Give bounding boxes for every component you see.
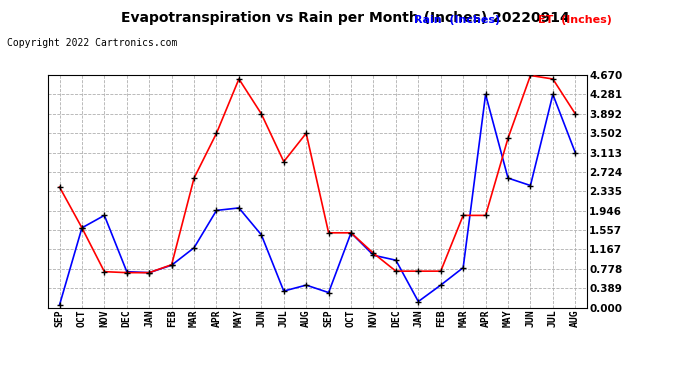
Rain  (Inches): [235, 206, 243, 210]
Rain  (Inches): [257, 232, 266, 237]
ET  (Inches): [482, 213, 490, 217]
ET  (Inches): [100, 269, 108, 274]
Rain  (Inches): [437, 283, 445, 287]
ET  (Inches): [55, 185, 63, 189]
Rain  (Inches): [78, 226, 86, 230]
Rain  (Inches): [145, 270, 153, 275]
Text: Copyright 2022 Cartronics.com: Copyright 2022 Cartronics.com: [7, 38, 177, 48]
ET  (Inches): [526, 73, 535, 78]
Rain  (Inches): [279, 289, 288, 293]
Rain  (Inches): [123, 269, 131, 274]
Rain  (Inches): [549, 92, 557, 97]
Rain  (Inches): [324, 290, 333, 295]
Rain  (Inches): [100, 213, 108, 217]
ET  (Inches): [347, 231, 355, 235]
ET  (Inches): [279, 159, 288, 164]
Rain  (Inches): [55, 303, 63, 307]
ET  (Inches): [392, 269, 400, 273]
Rain  (Inches): [482, 92, 490, 97]
Line: ET  (Inches): ET (Inches): [56, 72, 579, 276]
ET  (Inches): [257, 112, 266, 116]
ET  (Inches): [213, 131, 221, 135]
Rain  (Inches): [302, 283, 311, 287]
Rain  (Inches): [504, 176, 512, 180]
Rain  (Inches): [459, 266, 467, 270]
Text: ET  (Inches): ET (Inches): [538, 15, 612, 25]
ET  (Inches): [414, 269, 422, 273]
ET  (Inches): [459, 213, 467, 217]
ET  (Inches): [190, 176, 198, 180]
ET  (Inches): [369, 251, 377, 255]
Line: Rain  (Inches): Rain (Inches): [56, 91, 579, 309]
ET  (Inches): [235, 77, 243, 81]
Rain  (Inches): [190, 246, 198, 250]
Rain  (Inches): [571, 150, 580, 155]
ET  (Inches): [168, 262, 176, 267]
Rain  (Inches): [347, 231, 355, 235]
Rain  (Inches): [168, 263, 176, 267]
Rain  (Inches): [414, 299, 422, 304]
ET  (Inches): [504, 136, 512, 141]
Text: Rain  (Inches): Rain (Inches): [414, 15, 500, 25]
ET  (Inches): [302, 131, 311, 135]
ET  (Inches): [571, 112, 580, 116]
Rain  (Inches): [526, 183, 535, 188]
ET  (Inches): [549, 77, 557, 81]
ET  (Inches): [324, 231, 333, 235]
ET  (Inches): [145, 270, 153, 275]
ET  (Inches): [78, 226, 86, 230]
Text: Evapotranspiration vs Rain per Month (Inches) 20220914: Evapotranspiration vs Rain per Month (In…: [121, 11, 569, 25]
ET  (Inches): [123, 270, 131, 275]
Rain  (Inches): [392, 258, 400, 262]
Rain  (Inches): [213, 208, 221, 213]
Rain  (Inches): [369, 253, 377, 258]
ET  (Inches): [437, 269, 445, 273]
